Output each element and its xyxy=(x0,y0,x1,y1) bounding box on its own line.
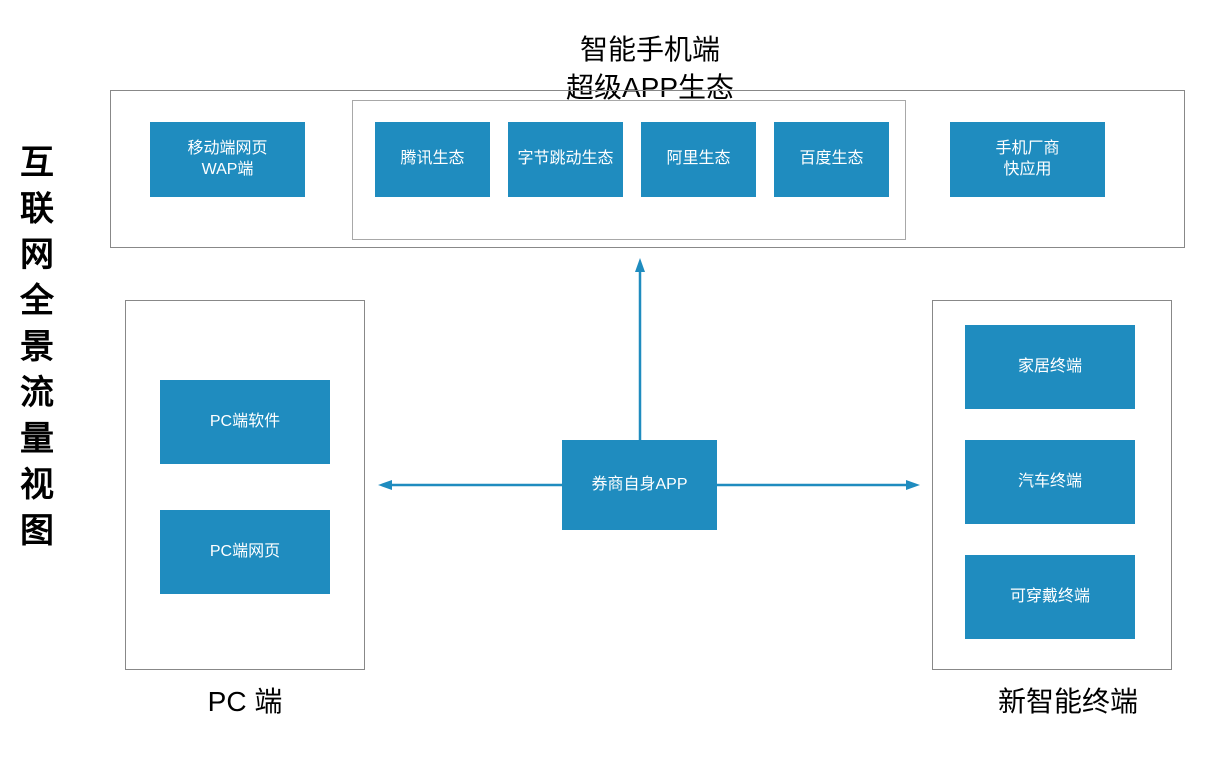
node-label: 可穿戴终端 xyxy=(1010,587,1090,608)
node-label: 汽车终端 xyxy=(1018,472,1082,493)
diagram-title-vertical: 互联网全景流量视图 xyxy=(20,140,54,554)
node-pc-software: PC端软件 xyxy=(160,380,330,464)
node-car-terminal: 汽车终端 xyxy=(965,440,1135,524)
node-label: 家居终端 xyxy=(1018,357,1082,378)
node-ali: 阿里生态 xyxy=(641,122,756,197)
node-home-terminal: 家居终端 xyxy=(965,325,1135,409)
top-section-header-1: 智能手机端 xyxy=(500,28,800,68)
node-wap: 移动端网页WAP端 xyxy=(150,122,305,197)
node-tencent: 腾讯生态 xyxy=(375,122,490,197)
node-label: 字节跳动生态 xyxy=(517,149,613,170)
left-section-rect xyxy=(125,300,365,670)
diagram-stage: 互联网全景流量视图 智能手机端 超级APP生态 PC 端 新智能终端 移动端网页… xyxy=(0,0,1208,760)
node-pc-web: PC端网页 xyxy=(160,510,330,594)
node-baidu: 百度生态 xyxy=(774,122,889,197)
node-label: 移动端网页WAP端 xyxy=(187,139,267,181)
node-label: 腾讯生态 xyxy=(400,149,464,170)
node-label: 阿里生态 xyxy=(666,149,730,170)
node-label: 手机厂商快应用 xyxy=(995,139,1059,181)
node-label: PC端网页 xyxy=(210,542,280,563)
node-center-broker-app: 券商自身APP xyxy=(562,440,717,530)
node-label: 百度生态 xyxy=(799,149,863,170)
node-label: PC端软件 xyxy=(210,412,280,433)
node-bytedance: 字节跳动生态 xyxy=(508,122,623,197)
node-wearable: 可穿戴终端 xyxy=(965,555,1135,639)
left-section-label: PC 端 xyxy=(160,680,330,720)
node-label: 券商自身APP xyxy=(591,475,687,496)
node-quickapp: 手机厂商快应用 xyxy=(950,122,1105,197)
right-section-label: 新智能终端 xyxy=(968,680,1168,720)
